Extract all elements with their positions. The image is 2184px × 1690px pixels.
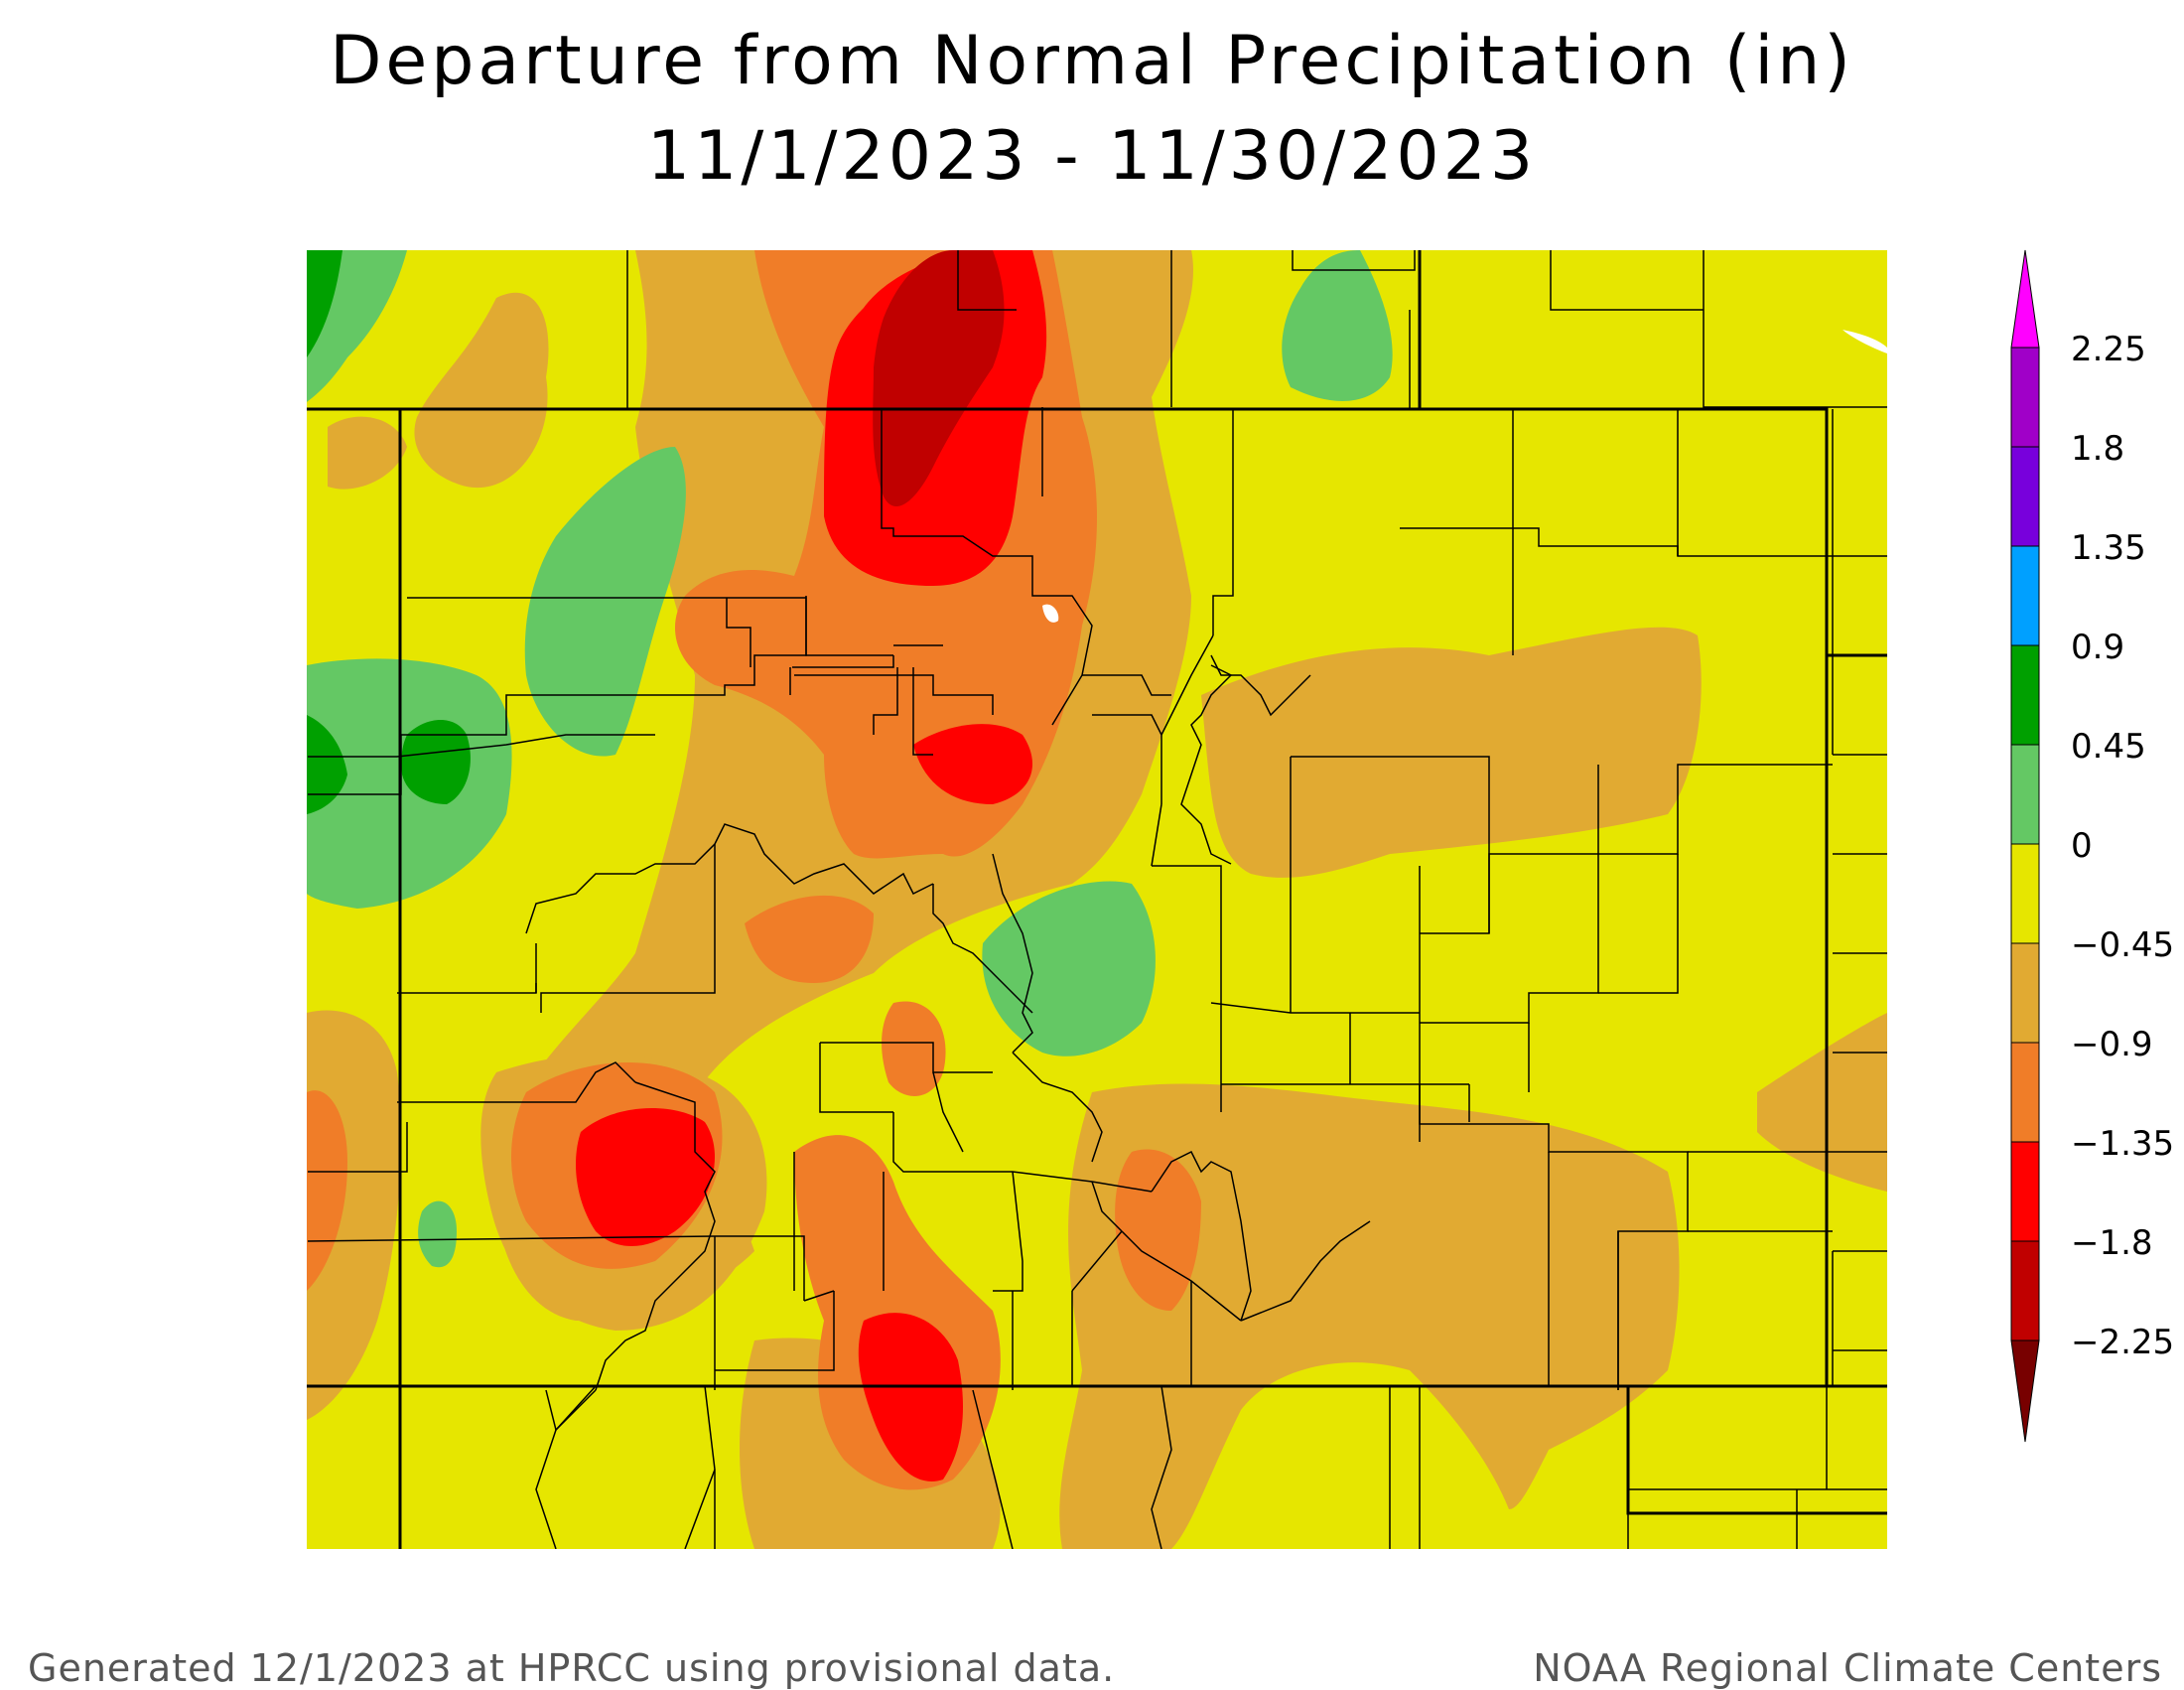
map-date-range: 11/1/2023 - 11/30/2023	[646, 117, 1538, 196]
legend-label-neg-0-9: −0.9	[2071, 1025, 2153, 1064]
legend-label-0-9: 0.9	[2071, 628, 2125, 667]
legend-colorbar	[2010, 249, 2040, 1443]
legend-label-1-8: 1.8	[2071, 429, 2125, 469]
map-title: Departure from Normal Precipitation (in)	[330, 22, 1854, 100]
state-boundaries	[307, 250, 1887, 1549]
legend-label-0-45: 0.45	[2071, 727, 2146, 767]
legend-label-0: 0	[2071, 826, 2093, 866]
precipitation-contours	[307, 250, 1887, 1549]
legend-label-1-35: 1.35	[2071, 528, 2146, 568]
source-credit: NOAA Regional Climate Centers	[1533, 1646, 2162, 1690]
legend-label-neg-0-45: −0.45	[2071, 925, 2175, 965]
generated-note: Generated 12/1/2023 at HPRCC using provi…	[28, 1646, 1116, 1690]
legend-label-neg-1-8: −1.8	[2071, 1223, 2153, 1263]
legend-label-neg-1-35: −1.35	[2071, 1124, 2175, 1164]
legend-label-neg-2-25: −2.25	[2071, 1323, 2175, 1362]
legend-label-2-25: 2.25	[2071, 330, 2146, 369]
